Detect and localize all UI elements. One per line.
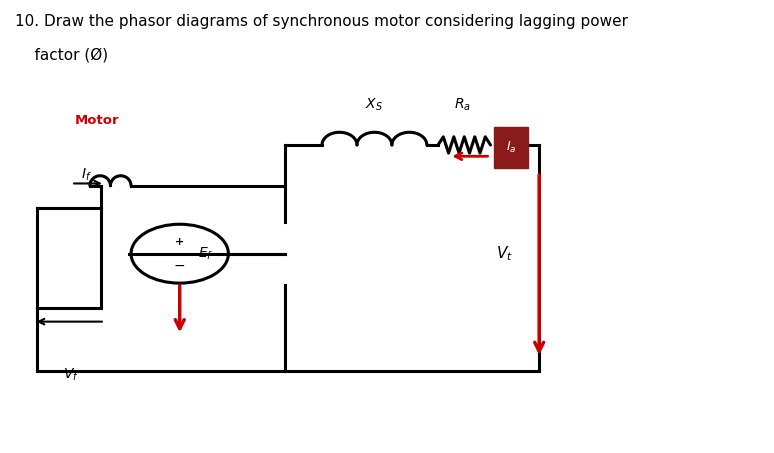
Text: $I_a$: $I_a$ (506, 140, 516, 155)
Bar (495, 127, 528, 168)
Text: 10. Draw the phasor diagrams of synchronous motor considering lagging power: 10. Draw the phasor diagrams of synchron… (15, 14, 628, 29)
Text: Motor: Motor (75, 114, 119, 127)
Text: $V_t$: $V_t$ (496, 244, 513, 263)
Text: $X_S$: $X_S$ (365, 97, 383, 113)
Text: $E_f$: $E_f$ (198, 246, 214, 262)
Text: $R_a$: $R_a$ (454, 97, 471, 113)
Text: +: + (175, 237, 184, 247)
Text: factor (Ø): factor (Ø) (15, 48, 108, 63)
Text: $I_f$: $I_f$ (80, 167, 91, 183)
Text: −: − (174, 259, 186, 273)
Text: $V_f$: $V_f$ (63, 367, 79, 383)
